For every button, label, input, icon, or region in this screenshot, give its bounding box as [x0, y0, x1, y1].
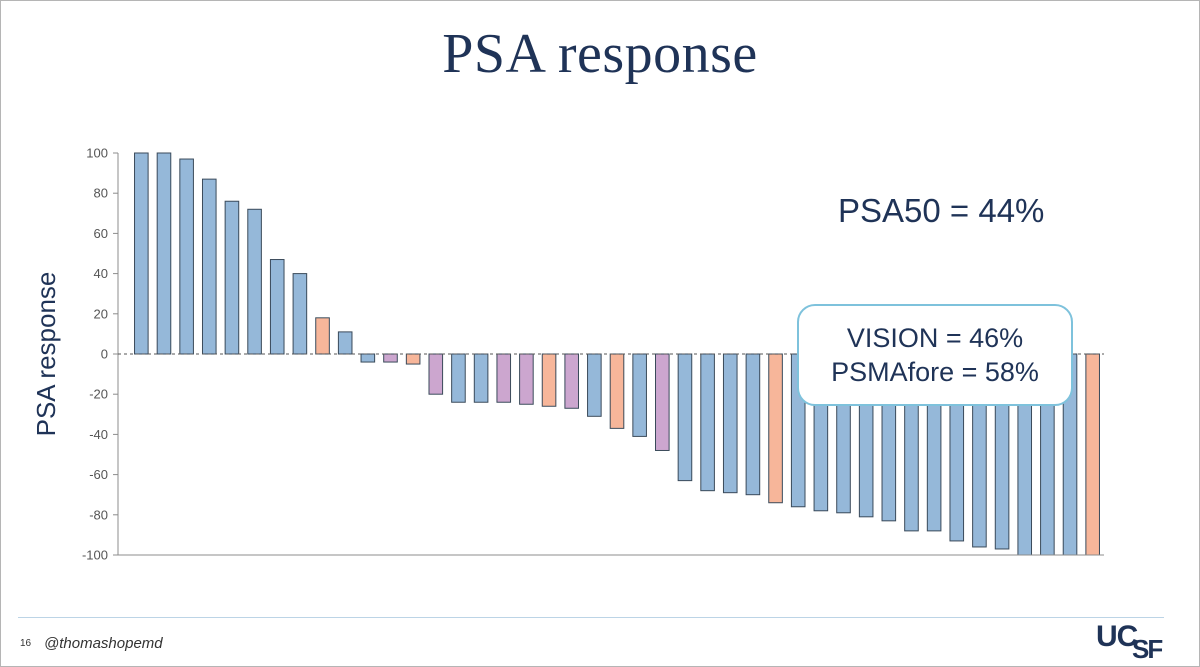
y-tick-label: 20	[94, 306, 108, 321]
bar	[722, 353, 738, 494]
y-tick-label: -40	[89, 427, 108, 442]
bar	[1085, 353, 1100, 556]
bar	[768, 353, 783, 504]
bar	[745, 353, 761, 496]
footer-rule	[18, 617, 1164, 618]
bar	[587, 353, 602, 417]
bar	[247, 208, 262, 355]
bar	[541, 353, 557, 407]
bar	[677, 353, 693, 482]
ucsf-logo: UC SF	[1096, 620, 1163, 664]
bar	[360, 353, 376, 363]
comparison-callout: VISION = 46% PSMAfore = 58%	[797, 304, 1073, 406]
y-tick-label: 40	[94, 266, 108, 281]
bar	[315, 317, 330, 355]
bar	[201, 178, 217, 355]
bar	[134, 152, 149, 355]
bar	[156, 152, 172, 355]
y-tick-label: 0	[101, 347, 108, 362]
page-number: 16	[20, 638, 32, 649]
bar	[383, 353, 398, 363]
bar	[269, 259, 285, 355]
bar	[428, 353, 444, 395]
psa50-annotation: PSA50 = 44%	[838, 192, 1045, 229]
slide-title: PSA response	[442, 23, 758, 85]
bar	[632, 353, 647, 437]
bar	[451, 353, 466, 403]
bar	[609, 353, 625, 429]
y-tick-label: -100	[82, 548, 108, 563]
y-tick-label: 60	[94, 226, 108, 241]
bar	[473, 353, 489, 403]
y-tick-label: 80	[94, 186, 108, 201]
y-axis: 100 80 60 40 20 0 -20 -40 -60 -80 -100	[82, 146, 119, 563]
bar	[700, 353, 715, 492]
y-tick-label: -20	[89, 387, 108, 402]
bar	[496, 353, 512, 403]
y-tick-label: 100	[86, 146, 108, 161]
bar	[337, 331, 353, 355]
psmafore-stat: PSMAfore = 58%	[831, 357, 1039, 387]
y-axis-label: PSA response	[31, 272, 61, 437]
bar	[292, 273, 308, 355]
vision-stat: VISION = 46%	[846, 323, 1024, 353]
y-tick-label: -80	[89, 507, 108, 522]
bar	[405, 353, 421, 365]
author-handle: @thomashopemd	[44, 635, 163, 652]
bar	[224, 200, 240, 355]
bar	[519, 353, 534, 405]
bar	[655, 353, 670, 451]
bar	[179, 158, 194, 355]
bar	[564, 353, 579, 409]
y-tick-label: -60	[89, 467, 108, 482]
